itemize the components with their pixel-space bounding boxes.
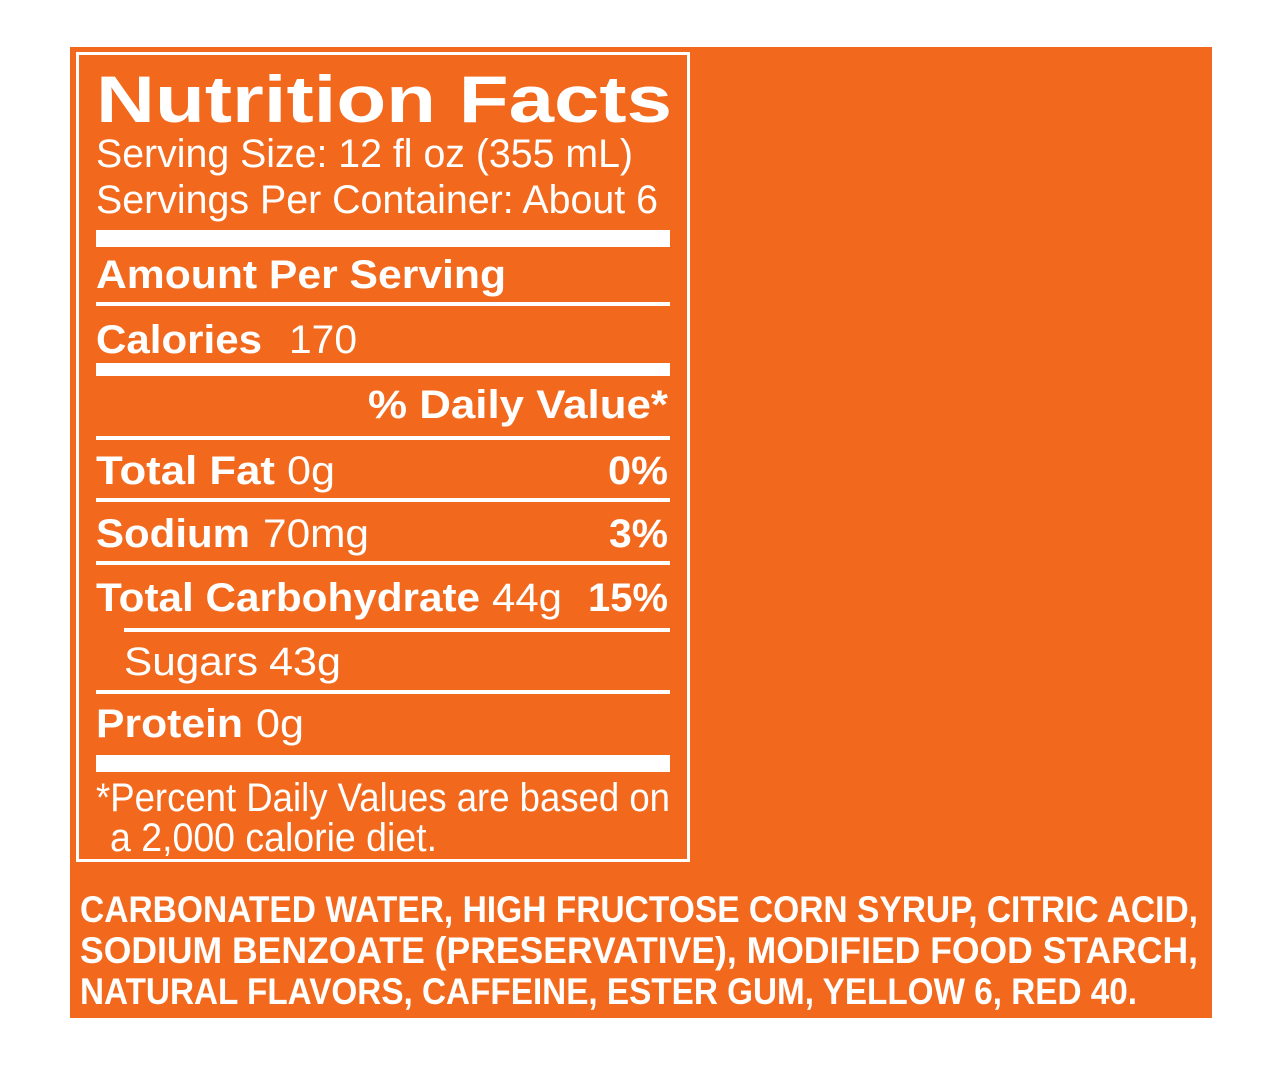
rule: [96, 561, 670, 565]
rule: [124, 628, 670, 632]
ingredients-line: NATURAL FLAVORS, CAFFEINE, ESTER GUM, YE…: [80, 971, 1137, 1012]
orange-panel: [70, 47, 1212, 1018]
serving-size: Serving Size: 12 fl oz (355 mL): [96, 132, 633, 176]
nutrient-name: Protein: [96, 702, 243, 746]
title: Nutrition Facts: [96, 62, 672, 136]
servings-per-container: Servings Per Container: About 6: [96, 178, 658, 222]
nutrient-daily-value: 0%: [608, 449, 668, 493]
rule: [96, 690, 670, 694]
ingredients-line: SODIUM BENZOATE (PRESERVATIVE), MODIFIED…: [80, 930, 1198, 971]
nutrient-amount: 44g: [492, 576, 562, 620]
footnote: *Percent Daily Values are based on: [96, 776, 670, 820]
nutrient-amount: 70mg: [263, 512, 369, 556]
daily-value-header: % Daily Value*: [368, 383, 668, 427]
nutrient-amount: 43g: [269, 640, 341, 684]
amount-per-serving: Amount Per Serving: [96, 253, 506, 297]
rule: [96, 436, 670, 440]
nutrient-name: Sodium: [96, 512, 250, 556]
calories-value: 170: [289, 318, 357, 362]
footnote: a 2,000 calorie diet.: [110, 816, 437, 860]
thick-rule: [96, 755, 670, 772]
nutrient-amount: 0g: [256, 702, 304, 746]
nutrient-name: Total Carbohydrate: [96, 576, 480, 620]
rule: [96, 302, 670, 306]
nutrient-name: Total Fat: [96, 449, 275, 493]
medium-rule: [96, 363, 670, 376]
thick-rule: [96, 230, 670, 247]
facts-border: [76, 52, 690, 862]
nutrient-daily-value: 3%: [609, 512, 668, 556]
calories-label: Calories: [96, 318, 262, 362]
nutrient-name: Sugars: [124, 640, 258, 684]
nutrient-amount: 0g: [287, 449, 335, 493]
nutrient-daily-value: 15%: [588, 576, 668, 620]
rule: [96, 498, 670, 502]
ingredients-line: CARBONATED WATER, HIGH FRUCTOSE CORN SYR…: [80, 889, 1198, 930]
